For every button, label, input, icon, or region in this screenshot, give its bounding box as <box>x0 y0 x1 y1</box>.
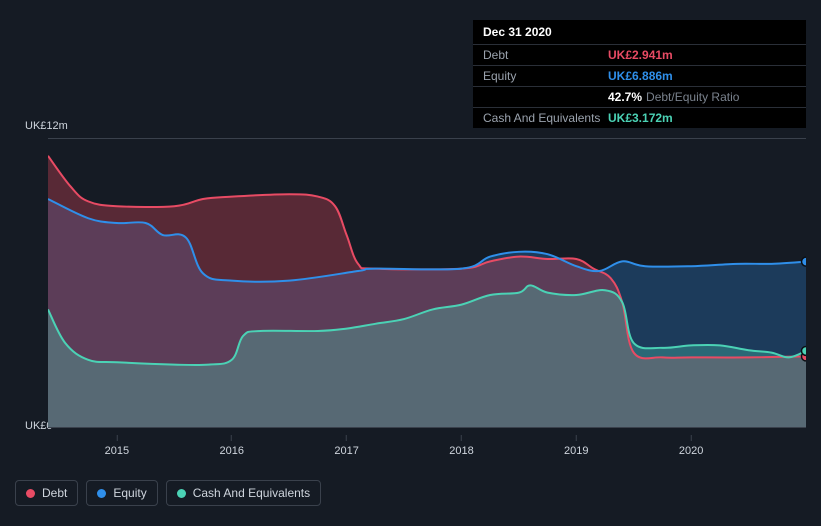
equity-dot-icon <box>97 489 106 498</box>
y-axis-top-label: UK£12m <box>25 120 68 132</box>
x-axis-ticks: 2015 2016 2017 2018 2019 2020 <box>48 435 806 465</box>
tooltip-label <box>483 90 608 104</box>
tooltip-row-debt: Debt UK£2.941m <box>473 45 806 66</box>
x-axis-tick: 2016 <box>220 435 244 457</box>
tooltip-date: Dec 31 2020 <box>473 20 806 45</box>
tooltip-value: UK£2.941m <box>608 48 673 62</box>
chart-legend: Debt Equity Cash And Equivalents <box>15 480 321 506</box>
chart-tooltip: Dec 31 2020 Debt UK£2.941m Equity UK£6.8… <box>473 20 806 128</box>
x-axis-tick: 2020 <box>679 435 703 457</box>
tooltip-value: UK£6.886m <box>608 69 673 83</box>
legend-item-cash[interactable]: Cash And Equivalents <box>166 480 321 506</box>
x-axis-tick: 2018 <box>449 435 473 457</box>
legend-item-debt[interactable]: Debt <box>15 480 78 506</box>
tooltip-ratio-label: Debt/Equity Ratio <box>646 90 739 104</box>
tooltip-label: Equity <box>483 69 608 83</box>
legend-label: Equity <box>113 486 146 500</box>
x-axis-tick: 2019 <box>564 435 588 457</box>
tooltip-label: Debt <box>483 48 608 62</box>
tooltip-label: Cash And Equivalents <box>483 111 608 125</box>
chart-plot-area[interactable] <box>48 138 806 428</box>
tooltip-row-equity: Equity UK£6.886m <box>473 66 806 87</box>
legend-label: Debt <box>42 486 67 500</box>
tooltip-row-ratio: 42.7% Debt/Equity Ratio <box>473 87 806 108</box>
cash-dot-icon <box>177 489 186 498</box>
chart-svg <box>48 139 806 427</box>
tooltip-value: UK£3.172m <box>608 111 673 125</box>
legend-item-equity[interactable]: Equity <box>86 480 157 506</box>
x-axis-tick: 2017 <box>334 435 358 457</box>
tooltip-ratio-pct: 42.7% <box>608 90 642 104</box>
tooltip-row-cash: Cash And Equivalents UK£3.172m <box>473 108 806 128</box>
x-axis-tick: 2015 <box>105 435 129 457</box>
legend-label: Cash And Equivalents <box>193 486 310 500</box>
debt-dot-icon <box>26 489 35 498</box>
